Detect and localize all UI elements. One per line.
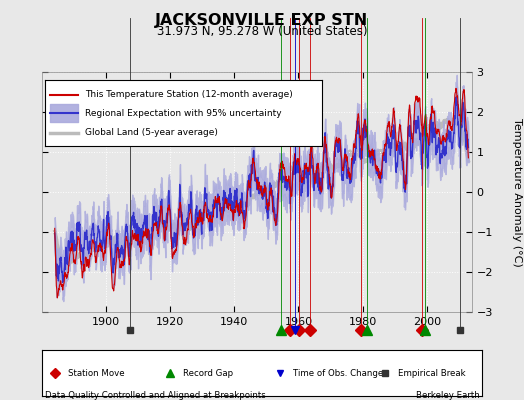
Text: Record Gap: Record Gap (183, 368, 233, 378)
Text: Regional Expectation with 95% uncertainty: Regional Expectation with 95% uncertaint… (85, 108, 281, 118)
Text: Global Land (5-year average): Global Land (5-year average) (85, 128, 217, 137)
Text: JACKSONVILLE EXP STN: JACKSONVILLE EXP STN (156, 13, 368, 28)
Text: 31.973 N, 95.278 W (United States): 31.973 N, 95.278 W (United States) (157, 25, 367, 38)
Text: Berkeley Earth: Berkeley Earth (416, 391, 479, 400)
Text: Empirical Break: Empirical Break (398, 368, 466, 378)
Text: This Temperature Station (12-month average): This Temperature Station (12-month avera… (85, 90, 292, 99)
Text: Data Quality Controlled and Aligned at Breakpoints: Data Quality Controlled and Aligned at B… (45, 391, 265, 400)
Text: Time of Obs. Change: Time of Obs. Change (293, 368, 383, 378)
Text: Station Move: Station Move (68, 368, 125, 378)
Y-axis label: Temperature Anomaly (°C): Temperature Anomaly (°C) (512, 118, 522, 266)
